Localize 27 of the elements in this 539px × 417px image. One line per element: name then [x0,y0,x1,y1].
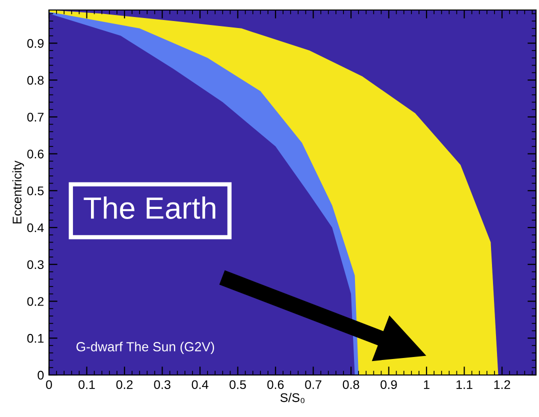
y-tick-label: 0.8 [27,76,44,85]
x-tick-label: 0.4 [192,380,208,390]
x-tick-label: 1.1 [456,380,472,389]
x-tick-label: 0.7 [305,380,322,390]
x-tick-label: 0.9 [380,380,397,390]
y-axis-title: Eccentricity [12,160,24,224]
y-tick-label: 0.2 [27,297,44,306]
y-tick-label: 0.1 [27,334,44,343]
x-axis-title: S/S₀ [280,392,304,404]
x-tick-label: 0 [46,380,52,390]
annotation: The Earth [84,196,216,219]
y-tick-label: 0.7 [27,112,44,122]
y-tick-label: 0.5 [27,186,44,196]
y-tick-label: 0.3 [27,260,44,270]
x-tick-label: 0.5 [230,380,246,390]
y-tick-label: 0 [38,370,44,380]
x-tick-label: 0.3 [154,380,170,390]
y-tick-label: 0.6 [27,150,44,158]
x-tick-label: 0.2 [116,380,133,390]
annotation: G-dwarf The Sun (G2V) [76,342,214,354]
x-tick-label: 1 [424,380,430,389]
x-tick-label: 0.6 [267,380,284,390]
x-tick-label: 0.1 [78,380,95,390]
y-tick-label: 0.9 [27,38,44,48]
x-tick-label: 0.8 [342,380,360,390]
x-tick-label: 1.2 [494,380,510,389]
y-tick-label: 0.4 [27,223,44,232]
